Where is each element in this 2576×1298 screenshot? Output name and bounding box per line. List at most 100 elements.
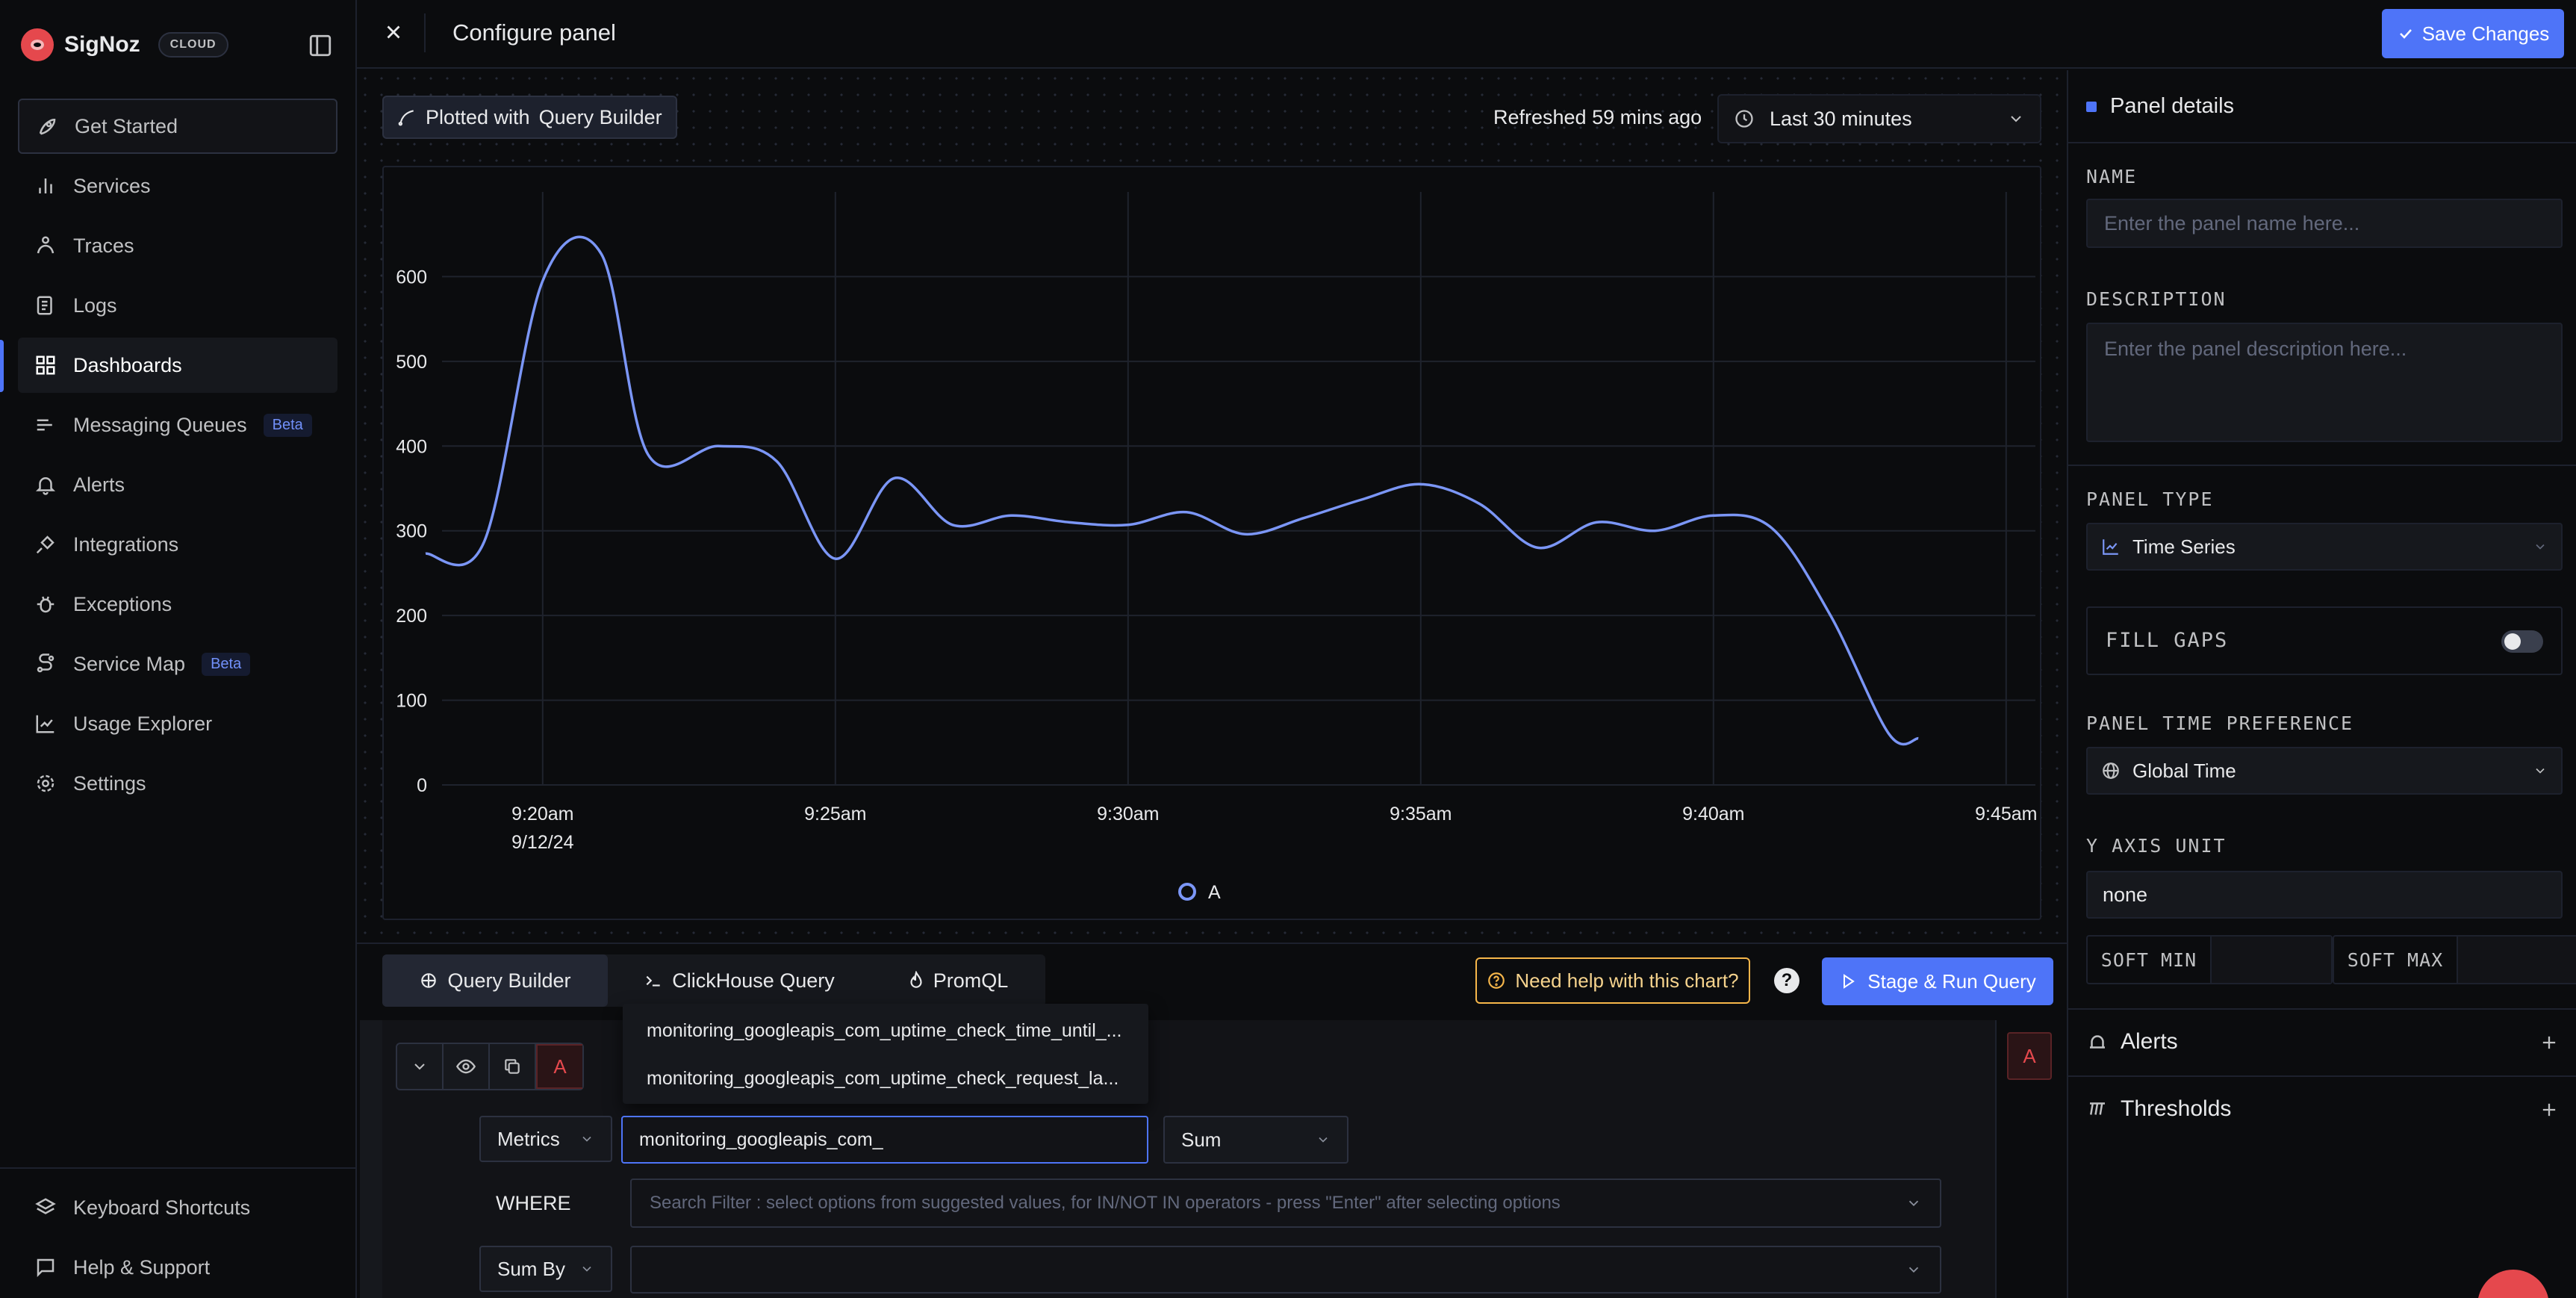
sidebar-item-label: Messaging Queues — [73, 413, 247, 436]
group-by-value: Sum By — [497, 1257, 566, 1280]
sidebar-item-label: Dashboards — [73, 353, 182, 376]
copy-query-button[interactable] — [490, 1044, 536, 1089]
sidebar-item-dashboards[interactable]: Dashboards — [18, 338, 337, 393]
y-axis-unit-label: Y AXIS UNIT — [2086, 835, 2227, 857]
alerts-section-header[interactable]: Alerts — [2086, 1029, 2178, 1055]
sidebar-item-integrations[interactable]: Integrations — [18, 517, 337, 572]
metric-name-input[interactable]: monitoring_googleapis_com_ — [621, 1116, 1148, 1164]
panel-divider — [2068, 1008, 2576, 1010]
sidebar-item-get-started[interactable]: Get Started — [18, 99, 337, 154]
panel-name-input[interactable]: Enter the panel name here... — [2086, 199, 2563, 248]
need-help-label: Need help with this chart? — [1515, 969, 1739, 992]
aggregation-select[interactable]: Sum — [1163, 1116, 1348, 1164]
save-changes-button[interactable]: Save Changes — [2382, 9, 2564, 58]
brand[interactable]: SigNoz CLOUD — [21, 28, 228, 61]
sidebar-item-service-map[interactable]: Service Map Beta — [18, 636, 337, 692]
tab-promql[interactable]: PromQL — [871, 954, 1045, 1007]
group-by-input[interactable] — [630, 1246, 1941, 1294]
panel-divider — [2068, 1075, 2576, 1077]
group-by-select[interactable]: Sum By — [479, 1246, 612, 1292]
soft-min-label: SOFT MIN — [2088, 937, 2212, 983]
question-mark-icon[interactable]: ? — [1774, 968, 1799, 993]
clock-icon — [1735, 110, 1753, 128]
search-filter-input[interactable]: Search Filter : select options from sugg… — [630, 1179, 1941, 1228]
toggle-visibility-button[interactable] — [444, 1044, 490, 1089]
sidebar-item-services[interactable]: Services — [18, 158, 337, 214]
data-source-value: Metrics — [497, 1127, 560, 1150]
sidebar-item-help-support[interactable]: Help & Support — [18, 1240, 337, 1295]
panel-divider — [2068, 142, 2576, 143]
y-tick-label: 300 — [396, 521, 427, 542]
sidebar-item-label: Service Map — [73, 652, 186, 675]
fill-gaps-row — [2086, 606, 2563, 675]
sidebar-item-logs[interactable]: Logs — [18, 278, 337, 333]
sidebar-item-alerts[interactable]: Alerts — [18, 457, 337, 512]
sidebar-item-exceptions[interactable]: Exceptions — [18, 577, 337, 632]
y-axis-ticks: 0 100 200 300 400 500 600 — [396, 267, 427, 796]
layers-icon — [35, 1198, 56, 1214]
stage-run-query-button[interactable]: Stage & Run Query — [1822, 957, 2053, 1005]
tab-query-builder[interactable]: Query Builder — [382, 954, 608, 1007]
time-range-select[interactable]: Last 30 minutes — [1717, 94, 2041, 143]
logs-icon — [37, 296, 52, 315]
app-name: SigNoz — [64, 32, 140, 57]
line-chart-icon — [2103, 539, 2118, 555]
tab-clickhouse-query[interactable]: ClickHouse Query — [608, 954, 871, 1007]
panel-type-select[interactable]: Time Series — [2086, 523, 2563, 571]
x-tick-label: 9:25am — [804, 804, 866, 825]
sidebar-item-keyboard-shortcuts[interactable]: Keyboard Shortcuts — [18, 1180, 337, 1235]
description-label: DESCRIPTION — [2086, 288, 2227, 310]
copy-icon — [505, 1059, 520, 1074]
chevron-down-icon — [1908, 1200, 1919, 1207]
terminal-icon — [646, 975, 660, 987]
x-tick-date-label: 9/12/24 — [511, 832, 574, 853]
chart-legend[interactable]: A — [1178, 882, 1221, 903]
y-axis-unit-input[interactable]: none — [2086, 871, 2563, 919]
sidebar-item-label: Help & Support — [73, 1255, 211, 1279]
time-preference-select[interactable]: Global Time — [2086, 747, 2563, 795]
beta-badge: Beta — [202, 652, 251, 676]
dashboard-grid-icon — [36, 355, 55, 375]
y-tick-label: 400 — [396, 436, 427, 457]
metric-suggestion-option[interactable]: monitoring_googleapis_com_uptime_check_r… — [647, 1068, 1119, 1089]
x-tick-label: 9:30am — [1097, 804, 1159, 825]
add-alert-icon[interactable] — [2539, 1032, 2560, 1053]
line-chart-icon — [36, 715, 55, 733]
sidebar-item-label: Keyboard Shortcuts — [73, 1196, 251, 1219]
query-letter-badge[interactable]: A — [2007, 1032, 2052, 1080]
close-icon[interactable] — [382, 21, 405, 43]
sidebar-item-messaging-queues[interactable]: Messaging Queues Beta — [18, 397, 337, 453]
builder-icon — [421, 973, 437, 988]
data-source-select[interactable]: Metrics — [479, 1116, 612, 1162]
name-label: NAME — [2086, 166, 2138, 187]
plotted-with-prefix: Plotted with — [426, 105, 530, 128]
search-filter-placeholder: Search Filter : select options from sugg… — [650, 1193, 1561, 1213]
tab-label: Query Builder — [447, 969, 571, 992]
collapse-query-button[interactable] — [397, 1044, 444, 1089]
sidebar-item-settings[interactable]: Settings — [18, 756, 337, 811]
thresholds-section-header[interactable]: Thresholds — [2086, 1096, 2231, 1122]
beta-badge: Beta — [263, 413, 312, 437]
query-row-toolbar: A — [396, 1043, 584, 1090]
panel-description-placeholder: Enter the panel description here... — [2104, 338, 2407, 360]
chevron-down-icon — [582, 1266, 591, 1272]
sidebar-collapse-icon[interactable] — [308, 33, 333, 58]
sidebar-item-usage-explorer[interactable]: Usage Explorer — [18, 696, 337, 751]
chevron-down-icon — [582, 1136, 591, 1142]
add-threshold-icon[interactable] — [2539, 1099, 2560, 1120]
soft-max-input[interactable] — [2458, 937, 2576, 983]
query-letter[interactable]: A — [536, 1044, 582, 1089]
chevron-down-icon — [1319, 1137, 1328, 1143]
soft-min-input[interactable] — [2212, 937, 2331, 983]
panel-description-input[interactable]: Enter the panel description here... — [2086, 323, 2563, 442]
panel-details-header: Panel details — [2086, 94, 2234, 119]
plotted-with-source: Query Builder — [538, 105, 662, 128]
need-help-button[interactable]: Need help with this chart? — [1475, 957, 1750, 1004]
traces-icon — [37, 236, 55, 254]
active-nav-indicator — [0, 340, 4, 392]
sidebar-item-traces[interactable]: Traces — [18, 218, 337, 273]
chevron-down-icon — [414, 1063, 425, 1070]
metric-suggestion-option[interactable]: monitoring_googleapis_com_uptime_check_t… — [647, 1020, 1122, 1041]
bug-icon — [37, 596, 55, 613]
